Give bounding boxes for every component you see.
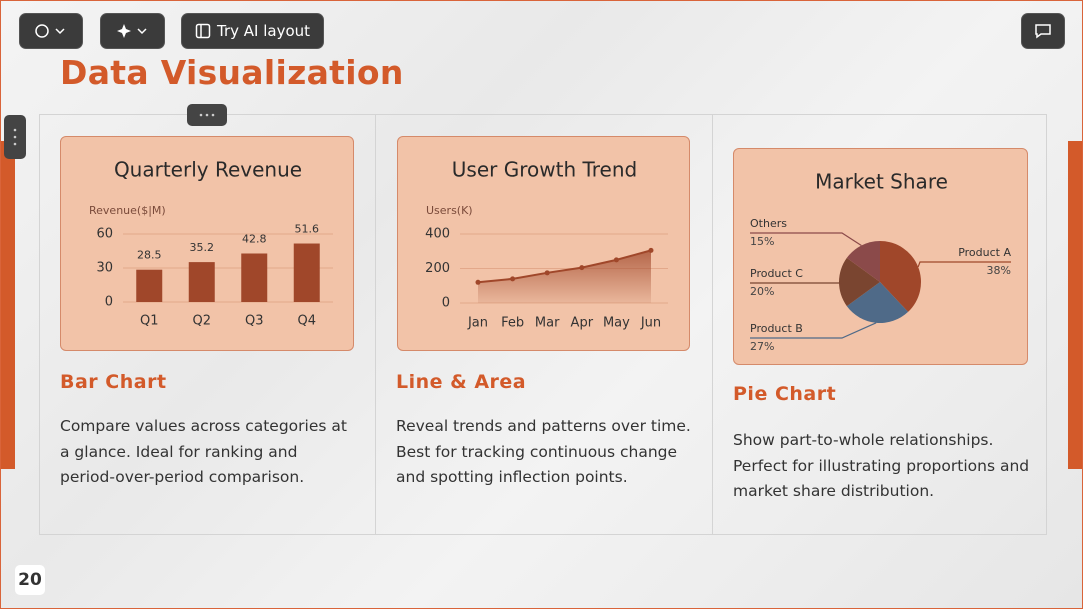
- y-tick-label: 0: [105, 295, 113, 310]
- accent-bar: [1068, 141, 1082, 469]
- x-tick-label: Q4: [297, 314, 316, 329]
- chart-title: Quarterly Revenue: [114, 158, 302, 182]
- x-tick-label: Jan: [467, 316, 488, 331]
- button-label: Try AI layout: [216, 22, 311, 40]
- slice-label: Others: [750, 217, 787, 230]
- x-tick-label: Apr: [571, 316, 594, 331]
- x-tick-label: May: [603, 316, 630, 331]
- card-description: Reveal trends and patterns over time. Be…: [396, 417, 691, 486]
- card-heading: Bar Chart: [60, 371, 167, 393]
- value-label: 35.2: [190, 241, 215, 254]
- chart: Quarterly Revenue Revenue($|M) 0 30 60 28.5 Q1…: [89, 158, 333, 329]
- line: [477, 249, 652, 284]
- column-divider: [712, 115, 713, 534]
- y-tick-label: 400: [425, 227, 450, 242]
- slice-label: Product C: [750, 267, 803, 280]
- chart: User Growth Trend Users(K) 0 200 400 Jan Feb Ma…: [425, 158, 668, 331]
- x-tick-label: Feb: [501, 316, 524, 331]
- pie-slice: [880, 241, 921, 312]
- comments-button[interactable]: [1021, 13, 1065, 49]
- x-tick-label: Mar: [535, 316, 560, 331]
- x-tick-label: Jun: [640, 316, 661, 331]
- icon: [1035, 24, 1051, 39]
- drag-handle[interactable]: [187, 104, 227, 126]
- leader-line: [750, 281, 843, 284]
- icon: [35, 24, 65, 38]
- y-tick-label: 60: [96, 227, 113, 242]
- slice-value: 15%: [750, 235, 774, 248]
- icon: [116, 24, 147, 38]
- x-tick-label: Q1: [140, 314, 159, 329]
- chart-card: Quarterly Revenue Revenue($|M) 0 30 60 28.5 Q1…: [60, 136, 354, 351]
- icon: [13, 128, 17, 146]
- point: [579, 265, 585, 271]
- bar: [293, 243, 320, 302]
- value-label: 51.6: [295, 223, 320, 236]
- ai-layout-button[interactable]: Try AI layout: [181, 13, 324, 49]
- card-heading: Pie Chart: [733, 383, 837, 405]
- y-axis-label: Users(K): [426, 204, 473, 217]
- leader-line: [750, 232, 862, 246]
- point: [475, 279, 481, 285]
- chart-card: Market Share Product A 38% Product B 27% Prod…: [733, 148, 1028, 365]
- slice-value: 38%: [987, 264, 1011, 277]
- point: [510, 276, 516, 282]
- slide-title: Data Visualization: [60, 53, 404, 92]
- layout-grid: [39, 114, 1047, 535]
- page-number: 20: [15, 565, 45, 595]
- pie-slice: [846, 241, 880, 282]
- card-description: Show part-to-whole relationships. Perfec…: [733, 431, 1030, 500]
- slice-value: 27%: [750, 340, 774, 353]
- chart-title: Market Share: [815, 170, 948, 194]
- y-axis-label: Revenue($|M): [89, 204, 166, 217]
- y-tick-label: 30: [96, 261, 113, 276]
- bar: [136, 269, 163, 302]
- card-heading: Line & Area: [396, 371, 527, 393]
- side-handle[interactable]: [4, 115, 26, 159]
- point: [544, 270, 550, 276]
- point: [613, 257, 619, 263]
- x-tick-label: Q3: [245, 314, 264, 329]
- chart: Market Share Product A 38% Product B 27% Prod…: [750, 170, 1011, 353]
- pie-slice: [846, 282, 909, 323]
- chart-card: User Growth Trend Users(K) 0 200 400 Jan Feb Ma…: [397, 136, 690, 351]
- point: [648, 247, 654, 253]
- bar: [241, 253, 268, 302]
- card-description: Compare values across categories at a gl…: [60, 417, 347, 486]
- bar: [188, 262, 215, 302]
- value-label: 42.8: [242, 232, 267, 245]
- x-tick-label: Q2: [192, 314, 211, 329]
- pie-slice: [839, 257, 880, 307]
- slice-label: Product B: [750, 322, 803, 335]
- chart-title: User Growth Trend: [452, 158, 637, 182]
- magic-button[interactable]: [100, 13, 165, 49]
- slice-label: Product A: [958, 246, 1011, 259]
- column-divider: [375, 115, 376, 534]
- theme-button[interactable]: [19, 13, 83, 49]
- area: [478, 250, 651, 303]
- leader-line: [917, 261, 1011, 268]
- slice-value: 20%: [750, 285, 774, 298]
- y-tick-label: 200: [425, 261, 450, 276]
- icon: [199, 113, 215, 117]
- value-label: 28.5: [137, 249, 162, 262]
- icon: [195, 23, 211, 39]
- leader-line: [750, 322, 877, 339]
- y-tick-label: 0: [442, 296, 450, 311]
- accent-bar: [1, 141, 15, 469]
